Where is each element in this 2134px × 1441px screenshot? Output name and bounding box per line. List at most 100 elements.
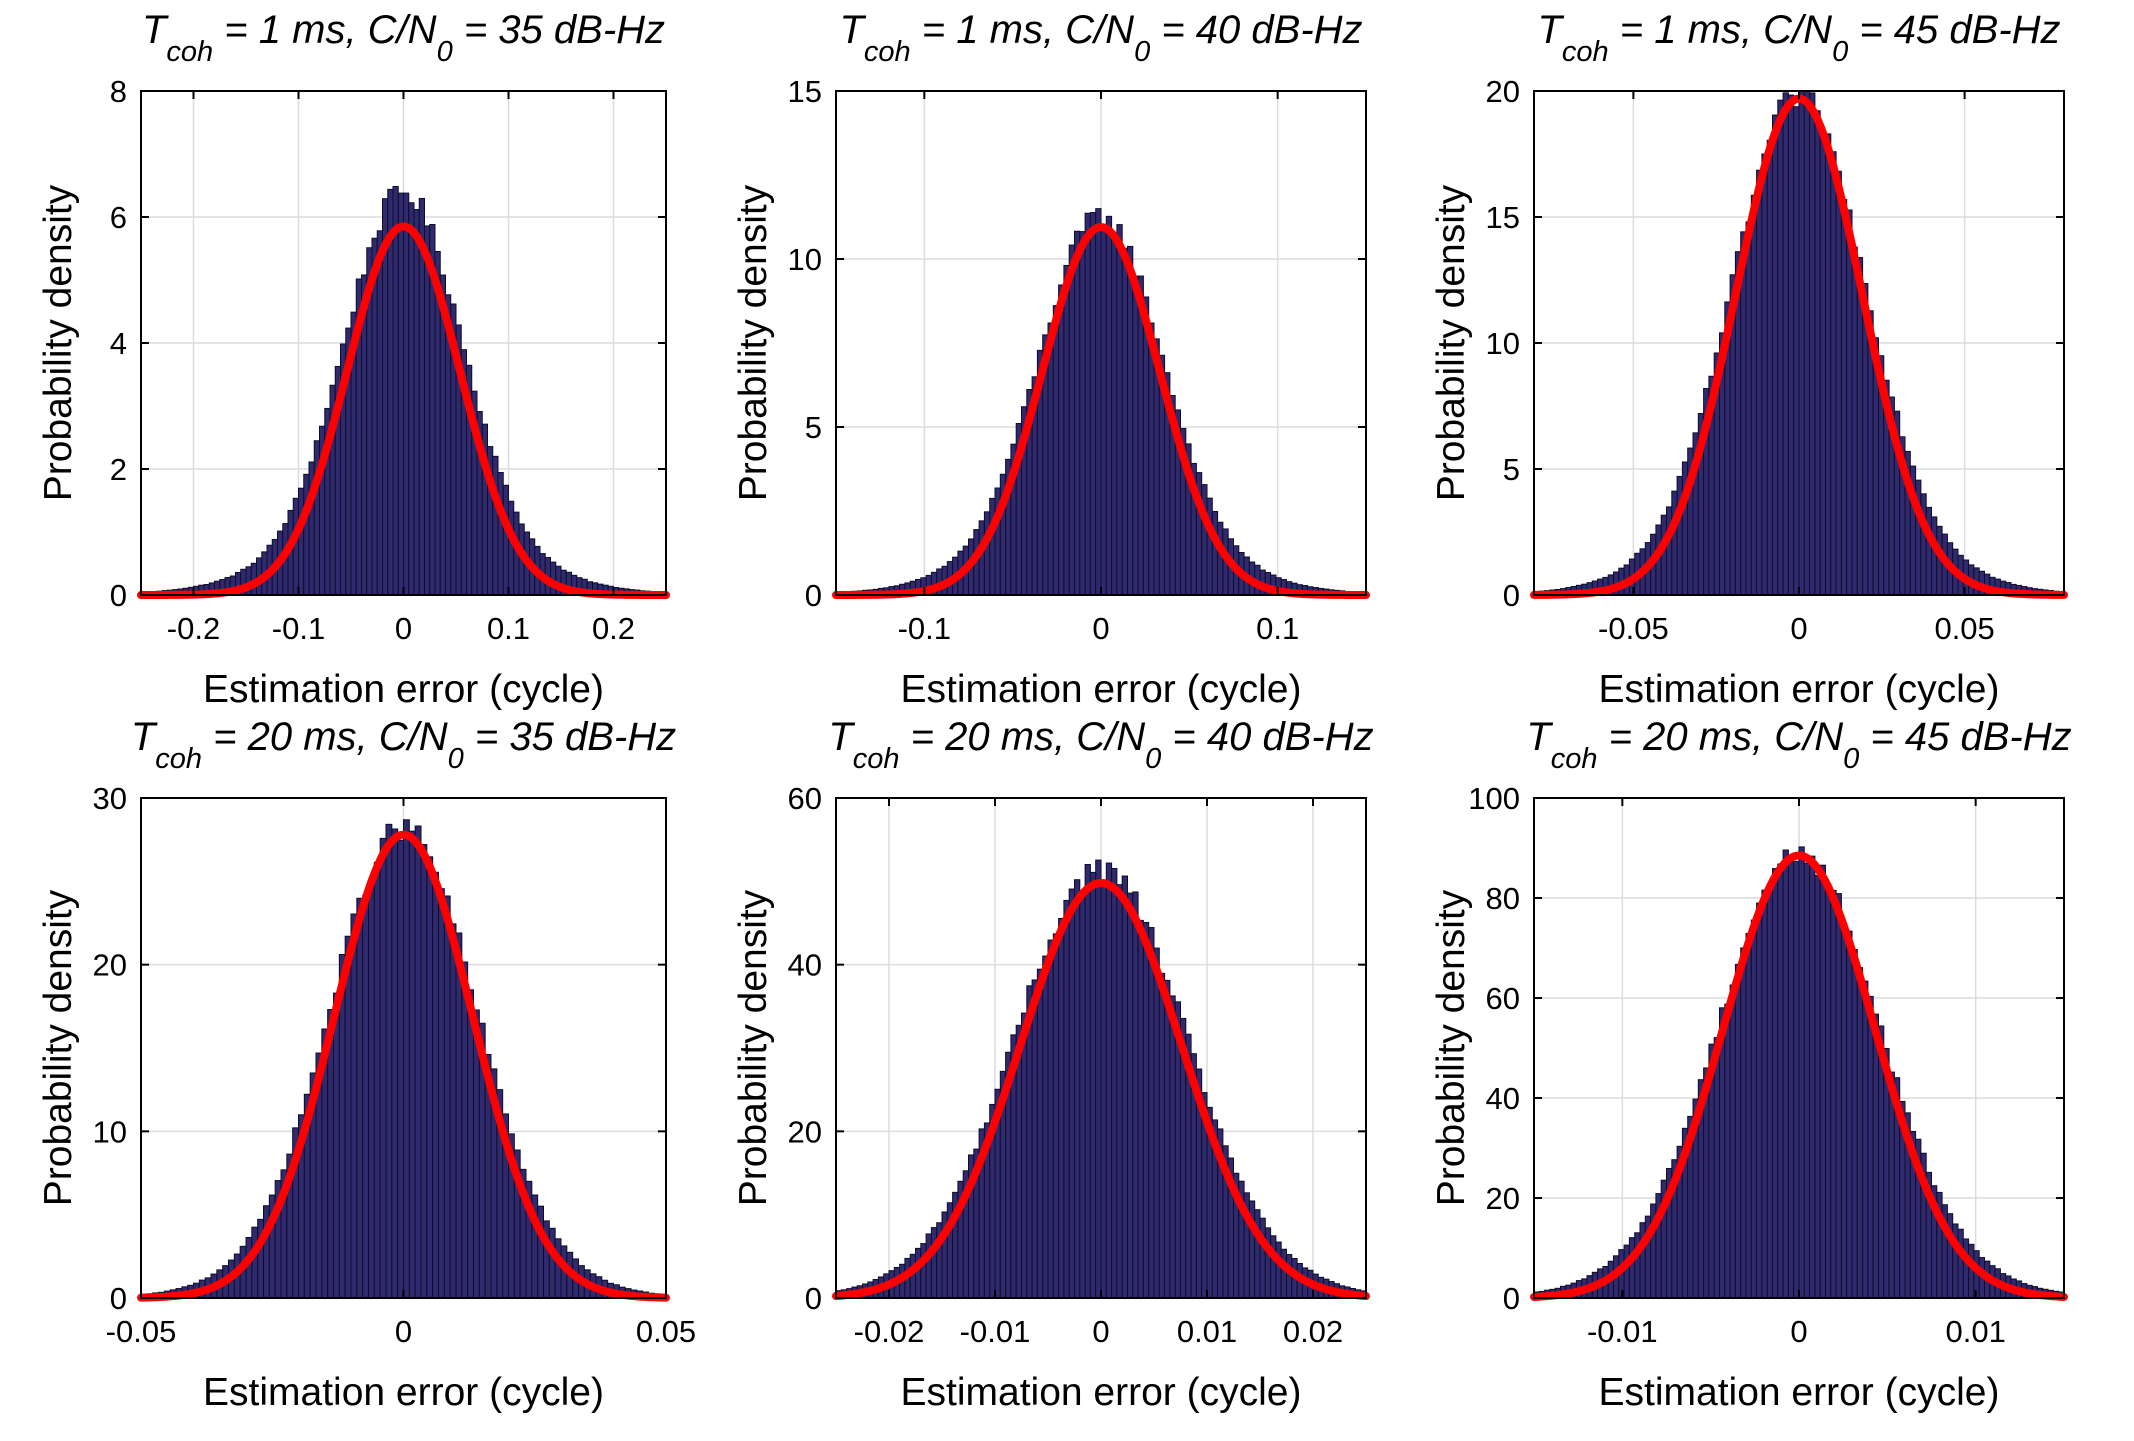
chart-1-bar xyxy=(371,237,378,596)
chart-5-bar xyxy=(1074,879,1081,1299)
chart-4-ylabel: Probability density xyxy=(37,889,80,1206)
chart-1-ytick-label: 2 xyxy=(110,452,127,487)
chart-3-ytick-label: 0 xyxy=(1503,578,1520,613)
chart-4-title: Tcoh = 20 ms, C/N0 = 35 dB-Hz xyxy=(131,715,676,775)
chart-6-ylabel: Probability density xyxy=(1430,889,1473,1206)
chart-6-bar xyxy=(1846,930,1853,1299)
chart-1-xlabel: Estimation error (cycle) xyxy=(203,668,604,711)
chart-2-ylabel: Probability density xyxy=(732,184,775,501)
chart-2-ytick-label: 10 xyxy=(788,242,822,277)
chart-3-bar xyxy=(1803,90,1811,596)
chart-2-bar xyxy=(1121,247,1128,596)
chart-1-bar xyxy=(508,500,515,596)
chart-1-bar xyxy=(497,471,504,596)
chart-5-bar xyxy=(1068,888,1075,1299)
chart-4-bar xyxy=(350,913,358,1299)
chart-4-bar xyxy=(362,895,369,1299)
chart-5-bar xyxy=(1280,1248,1287,1299)
chart-5-bar xyxy=(1127,892,1134,1299)
chart-3-bar xyxy=(1840,198,1848,596)
chart-3-bar xyxy=(1851,246,1858,596)
chart-4-bar xyxy=(391,828,399,1299)
chart-2-bar xyxy=(1137,275,1144,596)
chart-4-ytick-label: 0 xyxy=(110,1281,127,1316)
chart-5-bar xyxy=(1079,890,1086,1299)
chart-1-bar xyxy=(397,192,404,596)
chart-5-ytick-label: 40 xyxy=(788,948,822,983)
chart-3-bar xyxy=(1676,475,1683,596)
chart-2-histogram xyxy=(835,208,1367,596)
chart-5-bar xyxy=(1084,864,1091,1299)
chart-5-bar xyxy=(1132,891,1139,1299)
chart-1-ytick-label: 0 xyxy=(110,578,127,613)
chart-3-bar xyxy=(1825,133,1832,596)
chart-6-title: Tcoh = 20 ms, C/N0 = 45 dB-Hz xyxy=(1526,715,2071,775)
chart-5-histogram xyxy=(835,859,1367,1299)
chart-4-bar xyxy=(438,888,445,1299)
chart-3-xlabel: Estimation error (cycle) xyxy=(1599,668,2000,711)
chart-3-ytick-label: 15 xyxy=(1486,200,1520,235)
chart-1-xtick-label: 0 xyxy=(395,611,412,646)
chart-4-bar xyxy=(467,989,474,1299)
chart-5-bar xyxy=(1158,972,1166,1299)
chart-6-ytick-label: 80 xyxy=(1486,881,1520,916)
chart-4-bar xyxy=(385,823,393,1299)
chart-3-bar xyxy=(1750,194,1758,596)
chart-6-bar xyxy=(1772,868,1779,1299)
chart-3-xtick-label: -0.05 xyxy=(1598,611,1669,646)
chart-2-ytick-label: 5 xyxy=(805,410,822,445)
chart-1-ylabel: Probability density xyxy=(37,184,80,501)
chart-3-bar xyxy=(1809,92,1816,596)
chart-3-bar xyxy=(1660,514,1667,596)
chart-5-bar xyxy=(1058,917,1065,1299)
chart-4-ytick-label: 10 xyxy=(93,1114,127,1149)
chart-6-bar xyxy=(1745,932,1752,1299)
chart-5-xtick-label: 0.02 xyxy=(1283,1314,1343,1349)
chart-2-bar xyxy=(1211,511,1219,596)
chart-5-bar xyxy=(1052,933,1060,1299)
chart-5-xtick-label: 0.01 xyxy=(1177,1314,1237,1349)
chart-6-ytick-label: 0 xyxy=(1503,1281,1520,1316)
chart-6-ytick-label: 40 xyxy=(1486,1081,1520,1116)
chart-panel-6: -0.01 0 0.01 0 20 40 60 80 100 Estimation error (… xyxy=(1430,715,2072,1414)
chart-2-bar xyxy=(1095,208,1102,596)
chart-3-bar xyxy=(1846,209,1853,596)
chart-4-bar xyxy=(245,1236,253,1299)
chart-2-bar xyxy=(1116,224,1123,596)
chart-6-bar xyxy=(1856,967,1864,1299)
chart-4-bar xyxy=(379,837,387,1299)
chart-5-bar xyxy=(1259,1217,1266,1299)
chart-4-bar xyxy=(449,923,457,1299)
chart-1-xtick-label: -0.1 xyxy=(272,611,325,646)
chart-5-ytick-label: 0 xyxy=(805,1281,822,1316)
chart-5-bar xyxy=(1063,899,1070,1299)
chart-6-xtick-label: 0 xyxy=(1790,1314,1807,1349)
chart-4-bar xyxy=(432,871,439,1299)
chart-3-bar xyxy=(1740,231,1747,596)
chart-6-bar xyxy=(1793,860,1800,1299)
chart-2-bar xyxy=(1052,305,1060,596)
chart-6-bar xyxy=(1628,1237,1636,1299)
chart-2-bar xyxy=(1100,223,1107,596)
chart-3-ylabel: Probability density xyxy=(1430,184,1473,501)
chart-2-bar xyxy=(1084,212,1091,596)
chart-5-bar xyxy=(930,1227,938,1299)
chart-2-bar xyxy=(1132,275,1139,596)
chart-4-bar xyxy=(426,856,434,1299)
chart-5-bar xyxy=(1275,1241,1282,1299)
chart-2-xlabel: Estimation error (cycle) xyxy=(901,668,1302,711)
chart-2-bar xyxy=(1068,244,1075,596)
chart-6-bar xyxy=(1962,1238,1970,1299)
chart-2-bar xyxy=(1148,322,1155,596)
chart-6-bar xyxy=(1862,980,1869,1299)
chart-2-bar xyxy=(1127,245,1134,596)
chart-4-bar xyxy=(461,961,469,1299)
chart-2-bar xyxy=(989,497,996,596)
chart-3-bar xyxy=(1777,99,1784,596)
chart-2-bar xyxy=(1079,231,1086,596)
chart-5-bar xyxy=(1095,859,1102,1299)
chart-1-bar xyxy=(413,209,420,596)
chart-6-bar xyxy=(1734,963,1742,1299)
chart-3-ytick-label: 20 xyxy=(1486,74,1520,109)
chart-2-xtick-label: -0.1 xyxy=(898,611,951,646)
